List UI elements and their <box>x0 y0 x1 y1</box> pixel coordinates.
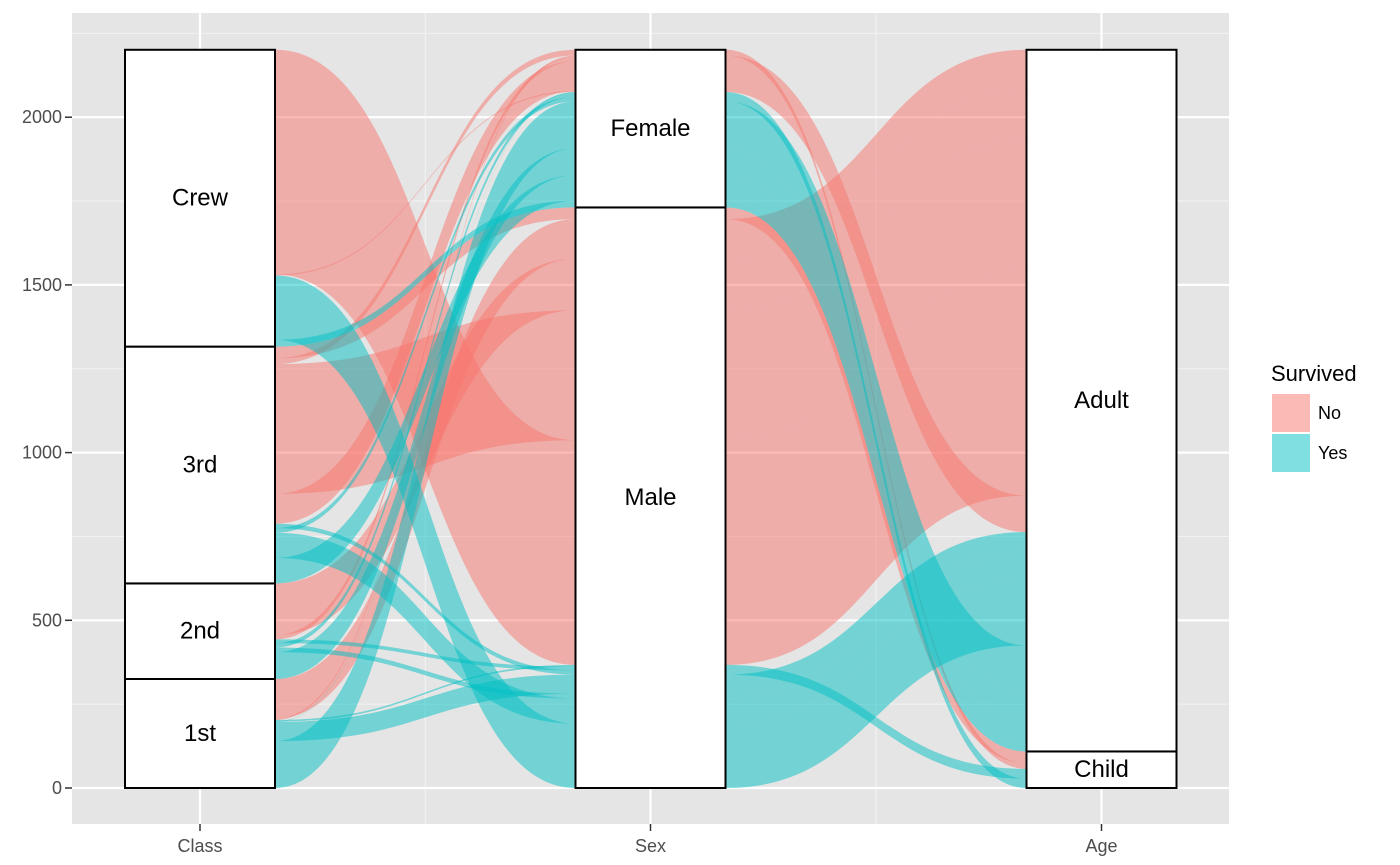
stratum-class-crew <box>124 48 276 348</box>
y-tick-label: 0 <box>52 778 62 798</box>
legend: Survived No Yes <box>1271 361 1357 472</box>
stratum-label-child: Child <box>1074 756 1129 783</box>
legend-swatch-no <box>1272 394 1310 432</box>
legend-label-no: No <box>1318 403 1341 423</box>
y-tick-label: 1500 <box>22 275 62 295</box>
legend-label-yes: Yes <box>1318 443 1347 463</box>
stratum-age-adult <box>1025 48 1178 753</box>
y-tick-label: 1000 <box>22 443 62 463</box>
stratum-label-1st: 1st <box>184 720 216 747</box>
legend-title: Survived <box>1271 361 1357 386</box>
y-tick-label: 500 <box>32 610 62 630</box>
x-axis: Class Sex Age <box>177 824 1118 856</box>
y-tick-label: 2000 <box>22 107 62 127</box>
stratum-label-2nd: 2nd <box>180 618 220 645</box>
stratum-label-crew: Crew <box>172 185 229 212</box>
x-tick-label-age: Age <box>1085 836 1117 856</box>
stratum-age-child <box>1025 750 1178 790</box>
stratum-label-adult: Adult <box>1074 387 1129 414</box>
stratum-class-3rd <box>124 345 276 585</box>
flow-Crew-Male-Adult-Yes <box>125 275 1177 788</box>
x-tick-label-sex: Sex <box>635 836 666 856</box>
flow-3rd-Female-Adult-No <box>125 61 1177 532</box>
stratum-class-1st <box>124 677 276 789</box>
stratum-label-male: Male <box>624 484 676 511</box>
legend-swatch-yes <box>1272 434 1310 472</box>
stratum-sex-female <box>574 48 727 209</box>
flow-2nd-Male-Adult-Yes <box>125 551 1177 699</box>
strata-boxes: 1st 2nd 3rd Crew Male Female Child Adult <box>124 48 1178 790</box>
y-axis: 0 500 1000 1500 2000 <box>22 107 72 798</box>
x-tick-label-class: Class <box>177 836 222 856</box>
stratum-label-female: Female <box>610 115 690 142</box>
stratum-class-2nd <box>124 582 276 680</box>
stratum-label-3rd: 3rd <box>183 452 218 479</box>
flow-1st-Female-Adult-Yes <box>125 101 1177 788</box>
